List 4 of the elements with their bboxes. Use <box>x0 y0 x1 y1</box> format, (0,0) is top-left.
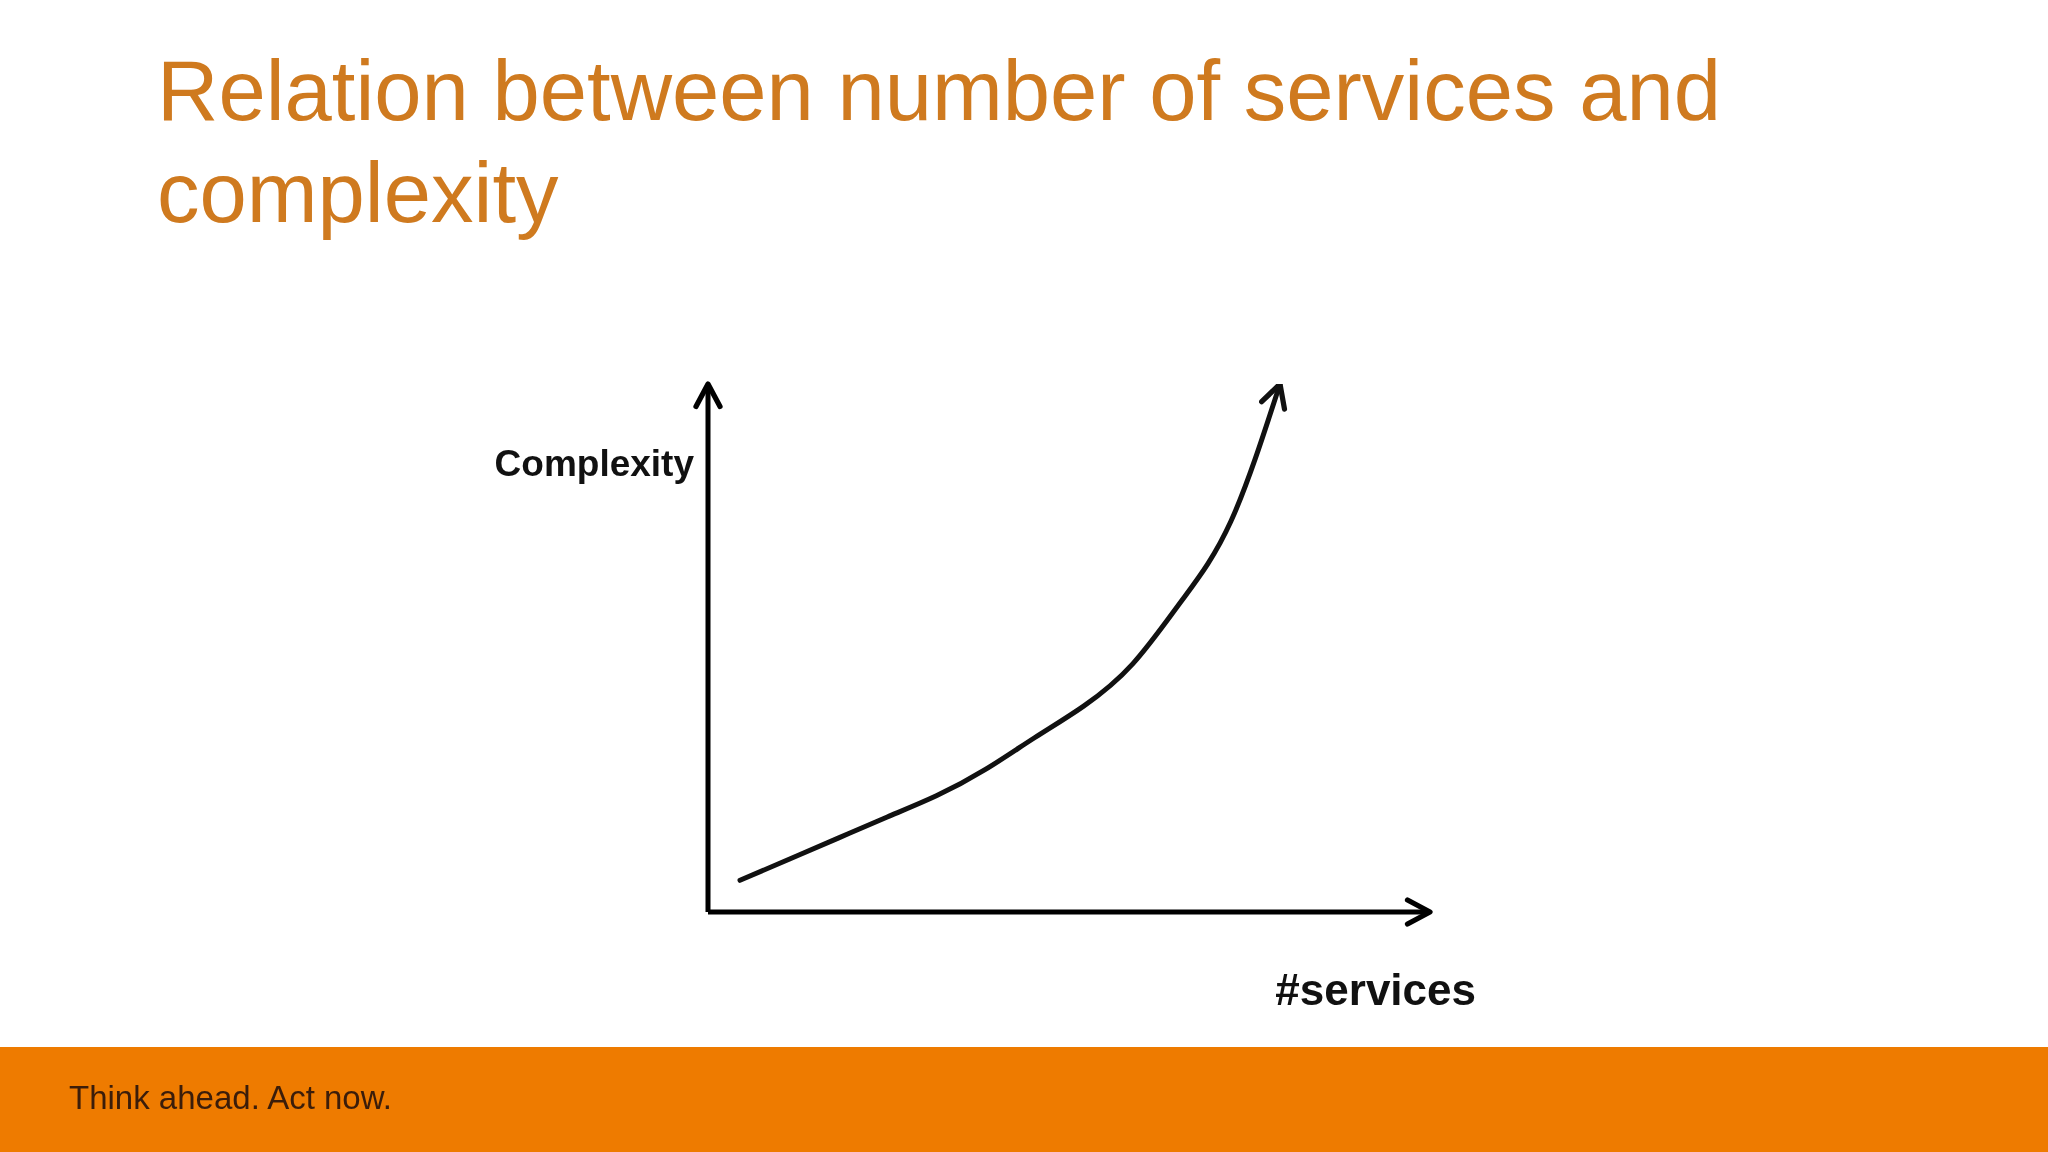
chart-title: Relation between number of services and complexity <box>157 42 1722 242</box>
x-axis-title: #services <box>1275 965 1476 1014</box>
text: Think ahead. Act now. <box>69 1079 392 1117</box>
y-axis-title: Complexity <box>494 443 695 484</box>
